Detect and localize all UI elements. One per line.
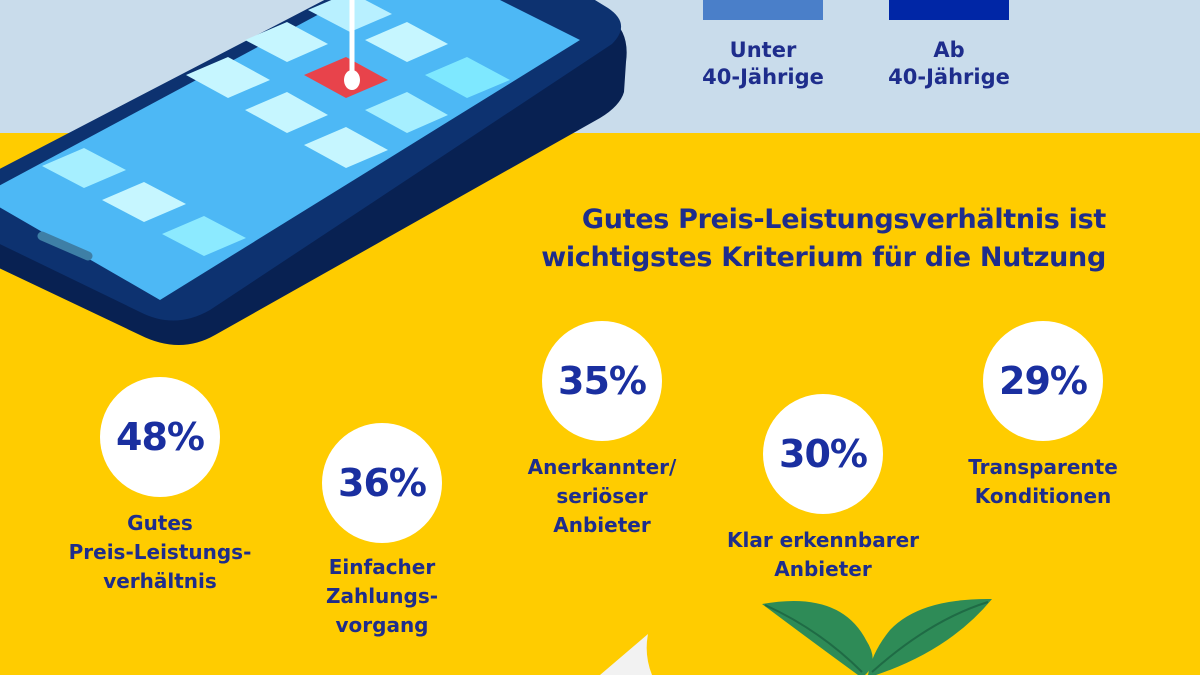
stat-label: Transparente Konditionen <box>968 455 1118 508</box>
stat-label: Klar erkennbarer Anbieter <box>726 528 919 581</box>
percent-circle: 48% <box>100 377 220 497</box>
percent-circle: 29% <box>983 321 1103 441</box>
legend-label-over-40: Ab 40-Jährige <box>888 38 1010 89</box>
legend-label-under-40: Unter 40-Jährige <box>702 38 824 89</box>
headline: Gutes Preis-Leistungsverhältnis ist wich… <box>466 201 1106 277</box>
stat-recognizable-provider: 30% Klar erkennbarer Anbieter <box>703 394 943 584</box>
legend-swatch-under-40 <box>703 0 823 20</box>
percent-circle: 35% <box>542 321 662 441</box>
stat-reputable-provider: 35% Anerkannter/ seriöser Anbieter <box>482 321 722 540</box>
stat-easy-payment: 36% Einfacher Zahlungs- vorgang <box>262 423 502 640</box>
headline-line-1: Gutes Preis-Leistungsverhältnis ist <box>581 204 1106 235</box>
stat-label: Einfacher Zahlungs- vorgang <box>325 555 439 637</box>
percent-circle: 36% <box>322 423 442 543</box>
headline-line-2: wichtigstes Kriterium für die Nutzung <box>541 242 1106 273</box>
stat-price-performance: 48% Gutes Preis-Leistungs- verhältnis <box>40 377 280 596</box>
legend-swatch-over-40 <box>889 0 1009 20</box>
percent-circle: 30% <box>763 394 883 514</box>
stat-label: Anerkannter/ seriöser Anbieter <box>527 455 677 537</box>
stat-label: Gutes Preis-Leistungs- verhältnis <box>68 511 252 593</box>
stat-transparent-conditions: 29% Transparente Konditionen <box>923 321 1163 511</box>
